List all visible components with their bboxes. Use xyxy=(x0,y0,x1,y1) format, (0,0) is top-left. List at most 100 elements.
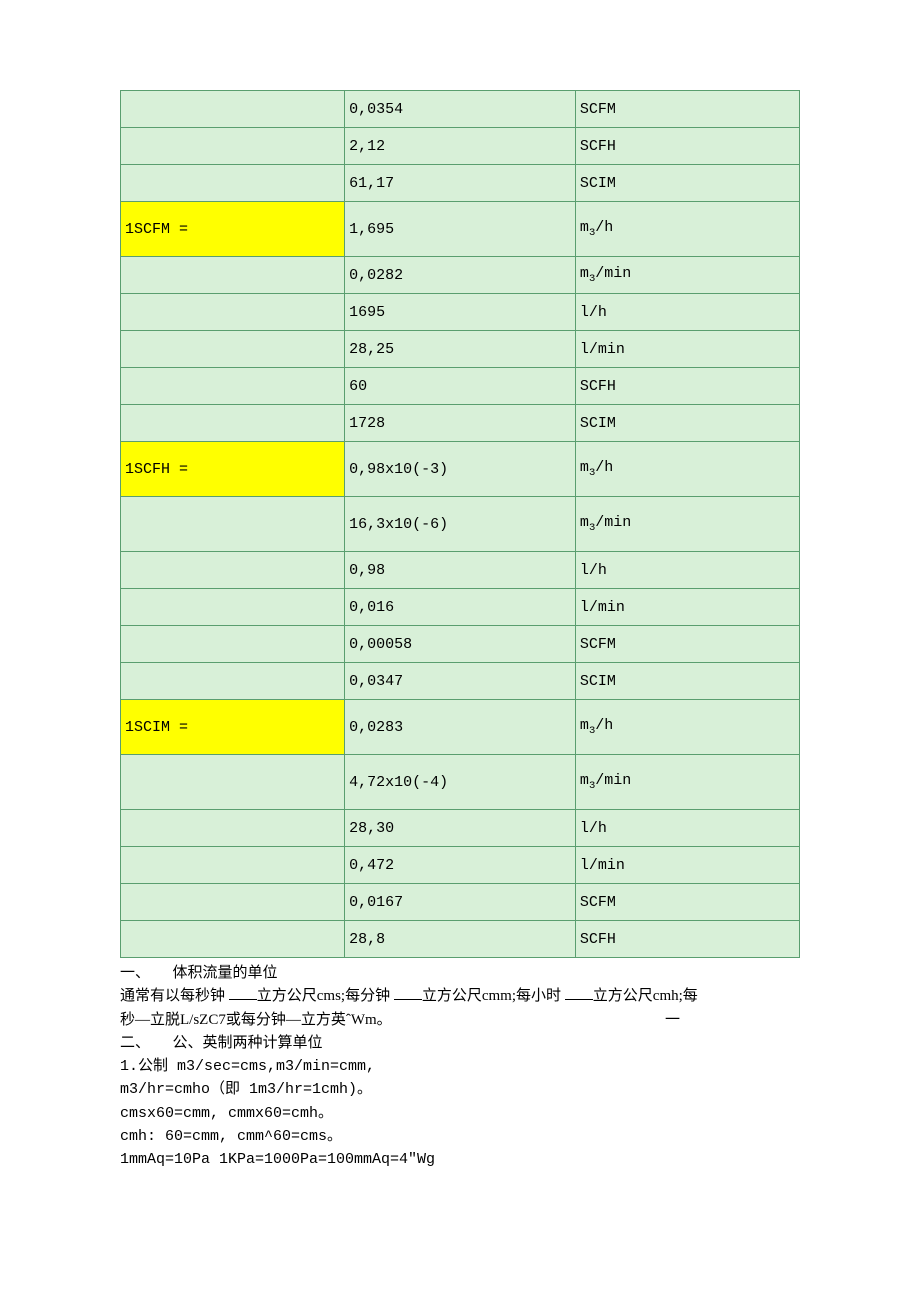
cell-source-unit xyxy=(121,165,345,202)
notes-line-7: cmsx60=cmm, cmmx60=cmh。 xyxy=(120,1102,800,1125)
cell-value: 0,0283 xyxy=(345,700,576,755)
notes-line-6: m3/hr=cmho（即 1m3/hr=1cmh)。 xyxy=(120,1078,800,1101)
cell-value: 28,30 xyxy=(345,810,576,847)
table-row: 0,0347SCIM xyxy=(121,663,800,700)
cell-source-unit xyxy=(121,810,345,847)
table-row: 1728SCIM xyxy=(121,405,800,442)
table-row: 61,17SCIM xyxy=(121,165,800,202)
notes-heading-2: 二、 公、英制两种计算单位 xyxy=(120,1032,800,1055)
table-row: 16,3x10(-6)m3/min xyxy=(121,497,800,552)
cell-target-unit: m3/h xyxy=(575,202,799,257)
cell-source-unit xyxy=(121,589,345,626)
cell-source-unit xyxy=(121,847,345,884)
cell-source-unit xyxy=(121,626,345,663)
cell-target-unit: SCIM xyxy=(575,663,799,700)
notes-heading-1: 一、 体积流量的单位 xyxy=(120,962,800,985)
table-row: 1695l/h xyxy=(121,294,800,331)
cell-value: 0,98 xyxy=(345,552,576,589)
cell-source-unit xyxy=(121,368,345,405)
cell-target-unit: m3/min xyxy=(575,257,799,294)
cell-value: 0,0282 xyxy=(345,257,576,294)
cell-value: 0,0354 xyxy=(345,91,576,128)
cell-source-unit xyxy=(121,552,345,589)
cell-value: 60 xyxy=(345,368,576,405)
cell-target-unit: m3/min xyxy=(575,497,799,552)
table-row: 0,0282m3/min xyxy=(121,257,800,294)
cell-value: 1728 xyxy=(345,405,576,442)
cell-target-unit: m3/min xyxy=(575,755,799,810)
cell-value: 0,98x10(-3) xyxy=(345,442,576,497)
notes-text: 立方公尺cms;每分钟 xyxy=(257,988,394,1004)
cell-target-unit: l/h xyxy=(575,810,799,847)
notes-line-2: 通常有以每秒钟 立方公尺cms;每分钟 立方公尺cmm;每小时 立方公尺cmh;… xyxy=(120,985,800,1008)
cell-source-unit: 1SCIM = xyxy=(121,700,345,755)
cell-source-unit xyxy=(121,884,345,921)
cell-target-unit: SCFM xyxy=(575,626,799,663)
blank-fill xyxy=(229,986,257,1001)
notes-line-8: cmh: 60=cmm, cmm^60=cms。 xyxy=(120,1125,800,1148)
cell-target-unit: m3/h xyxy=(575,442,799,497)
cell-value: 0,0347 xyxy=(345,663,576,700)
cell-target-unit: l/min xyxy=(575,589,799,626)
cell-value: 1695 xyxy=(345,294,576,331)
cell-target-unit: l/min xyxy=(575,331,799,368)
cell-source-unit xyxy=(121,497,345,552)
table-body: 0,0354SCFM2,12SCFH61,17SCIM1SCFM =1,695m… xyxy=(121,91,800,958)
cell-value: 0,472 xyxy=(345,847,576,884)
cell-target-unit: SCFH xyxy=(575,368,799,405)
cell-source-unit xyxy=(121,331,345,368)
cell-target-unit: SCIM xyxy=(575,165,799,202)
table-row: 1SCFM =1,695m3/h xyxy=(121,202,800,257)
cell-value: 28,25 xyxy=(345,331,576,368)
cell-target-unit: SCFM xyxy=(575,91,799,128)
cell-value: 28,8 xyxy=(345,921,576,958)
cell-value: 61,17 xyxy=(345,165,576,202)
page-container: 0,0354SCFM2,12SCFH61,17SCIM1SCFM =1,695m… xyxy=(0,0,920,1231)
table-row: 2,12SCFH xyxy=(121,128,800,165)
table-row: 0,0354SCFM xyxy=(121,91,800,128)
notes-dash: 一 xyxy=(665,1009,680,1032)
cell-target-unit: l/h xyxy=(575,552,799,589)
table-row: 0,00058SCFM xyxy=(121,626,800,663)
notes-text: 秒—立脱L/sZC7或每分钟—立方英ˆWm。 xyxy=(120,1012,392,1028)
cell-target-unit: SCIM xyxy=(575,405,799,442)
cell-target-unit: l/min xyxy=(575,847,799,884)
table-row: 1SCFH =0,98x10(-3)m3/h xyxy=(121,442,800,497)
notes-line-9: 1mmAq=10Pa 1KPa=1000Pa=100mmAq=4"Wg xyxy=(120,1148,800,1171)
cell-value: 2,12 xyxy=(345,128,576,165)
cell-source-unit: 1SCFM = xyxy=(121,202,345,257)
cell-source-unit xyxy=(121,663,345,700)
cell-source-unit xyxy=(121,91,345,128)
cell-target-unit: SCFH xyxy=(575,921,799,958)
table-row: 0,472l/min xyxy=(121,847,800,884)
conversion-table: 0,0354SCFM2,12SCFH61,17SCIM1SCFM =1,695m… xyxy=(120,90,800,958)
table-row: 1SCIM =0,0283m3/h xyxy=(121,700,800,755)
table-row: 0,98l/h xyxy=(121,552,800,589)
notes-line-5: 1.公制 m3/sec=cms,m3/min=cmm, xyxy=(120,1055,800,1078)
cell-source-unit: 1SCFH = xyxy=(121,442,345,497)
cell-source-unit xyxy=(121,128,345,165)
blank-fill xyxy=(565,986,593,1001)
notes-text: 通常有以每秒钟 xyxy=(120,988,229,1004)
cell-value: 0,00058 xyxy=(345,626,576,663)
table-row: 0,016l/min xyxy=(121,589,800,626)
cell-value: 4,72x10(-4) xyxy=(345,755,576,810)
cell-source-unit xyxy=(121,294,345,331)
cell-target-unit: SCFM xyxy=(575,884,799,921)
table-row: 0,0167SCFM xyxy=(121,884,800,921)
table-row: 28,25l/min xyxy=(121,331,800,368)
cell-source-unit xyxy=(121,921,345,958)
cell-value: 0,0167 xyxy=(345,884,576,921)
cell-value: 16,3x10(-6) xyxy=(345,497,576,552)
notes-text: 立方公尺cmh;每 xyxy=(593,988,698,1004)
notes-text: 立方公尺cmm;每小时 xyxy=(422,988,565,1004)
table-row: 60SCFH xyxy=(121,368,800,405)
cell-target-unit: m3/h xyxy=(575,700,799,755)
cell-source-unit xyxy=(121,405,345,442)
cell-source-unit xyxy=(121,257,345,294)
notes-line-3: 秒—立脱L/sZC7或每分钟—立方英ˆWm。 一 xyxy=(120,1009,800,1032)
table-row: 28,8SCFH xyxy=(121,921,800,958)
cell-source-unit xyxy=(121,755,345,810)
table-row: 28,30l/h xyxy=(121,810,800,847)
cell-value: 0,016 xyxy=(345,589,576,626)
